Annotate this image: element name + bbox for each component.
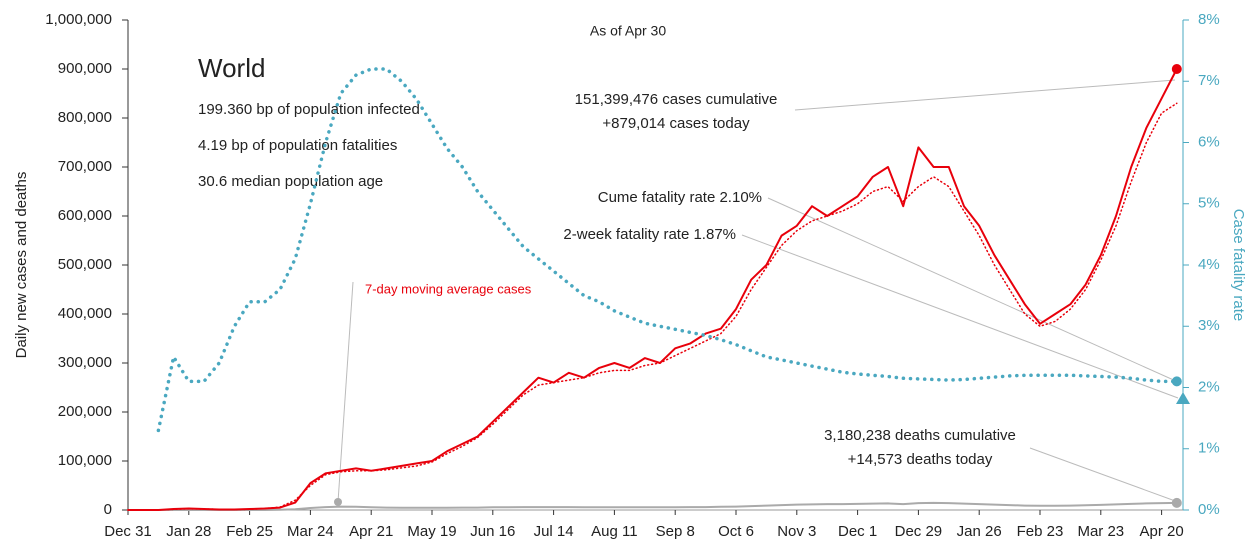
x-tick-label: Jun 16 (470, 523, 515, 540)
y2-ticks: 0% 1% 2% 3% 4% 5% 6% 7% 8% (1183, 11, 1220, 518)
x-tick-label: Dec 31 (104, 523, 152, 540)
annotation: 7-day moving average cases (365, 281, 532, 296)
ma-start-marker (334, 498, 342, 506)
series-line (127, 102, 1178, 511)
y-tick-label: 0 (104, 501, 112, 518)
y2-tick-label: 6% (1198, 133, 1220, 150)
x-tick-label: Jan 26 (957, 523, 1002, 540)
series-line (127, 501, 1178, 511)
x-tick-label: Mar 24 (287, 523, 334, 540)
x-tick-label: Nov 3 (777, 523, 816, 540)
leader-lines (337, 79, 1179, 503)
x-tick-label: Jan 28 (166, 523, 211, 540)
y2-tick-label: 3% (1198, 317, 1220, 334)
x-tick-label: Dec 29 (895, 523, 943, 540)
y2-tick-label: 2% (1198, 378, 1220, 395)
y-tick-label: 600,000 (58, 207, 112, 224)
y-tick-label: 400,000 (58, 305, 112, 322)
series-line (127, 68, 1178, 511)
annotation: +14,573 deaths today (848, 451, 993, 468)
x-tick-label: Dec 1 (838, 523, 877, 540)
series-line (156, 67, 1179, 433)
x-tick-label: Mar 23 (1077, 523, 1124, 540)
x-tick-label: Apr 20 (1139, 523, 1183, 540)
x-tick-label: Feb 23 (1017, 523, 1064, 540)
y2-axis-label: Case fatality rate (1230, 209, 1247, 322)
y-tick-label: 100,000 (58, 452, 112, 469)
y-tick-label: 500,000 (58, 256, 112, 273)
end-triangle (1176, 392, 1190, 404)
end-marker (1171, 497, 1182, 508)
y-tick-label: 900,000 (58, 60, 112, 77)
annotation: +879,014 cases today (602, 115, 750, 132)
y2-tick-label: 1% (1198, 440, 1220, 457)
y2-tick-label: 7% (1198, 72, 1220, 89)
annotation: 151,399,476 cases cumulative (575, 91, 778, 108)
annotation: 3,180,238 deaths cumulative (824, 427, 1016, 444)
stat: 199.360 bp of population infected (198, 101, 420, 118)
stat: 4.19 bp of population fatalities (198, 137, 397, 154)
x-tick-label: Aug 11 (591, 523, 637, 540)
x-tick-label: Feb 25 (226, 523, 273, 540)
y2-tick-label: 8% (1198, 11, 1220, 28)
x-tick-label: Apr 21 (349, 523, 393, 540)
y-tick-label: 200,000 (58, 403, 112, 420)
x-tick-label: Sep 8 (656, 523, 695, 540)
annotation: 2-week fatality rate 1.87% (563, 226, 736, 243)
x-tick-label: May 19 (407, 523, 456, 540)
y-tick-label: 700,000 (58, 158, 112, 175)
as-of: As of Apr 30 (590, 23, 666, 39)
y-tick-label: 800,000 (58, 109, 112, 126)
y2-tick-label: 5% (1198, 195, 1220, 212)
y2-tick-label: 4% (1198, 256, 1220, 273)
y-tick-label: 1,000,000 (45, 11, 112, 28)
y-tick-label: 300,000 (58, 354, 112, 371)
x-tick-label: Oct 6 (718, 523, 754, 540)
y2-tick-label: 0% (1198, 501, 1220, 518)
x-tick-label: Jul 14 (534, 523, 574, 540)
region-title: World (198, 53, 265, 83)
y-axis-label: Daily new cases and deaths (13, 172, 30, 359)
end-marker (1171, 376, 1182, 387)
annotation: Cume fatality rate 2.10% (598, 189, 762, 206)
stat: 30.6 median population age (198, 173, 383, 190)
end-marker (1171, 64, 1182, 74)
